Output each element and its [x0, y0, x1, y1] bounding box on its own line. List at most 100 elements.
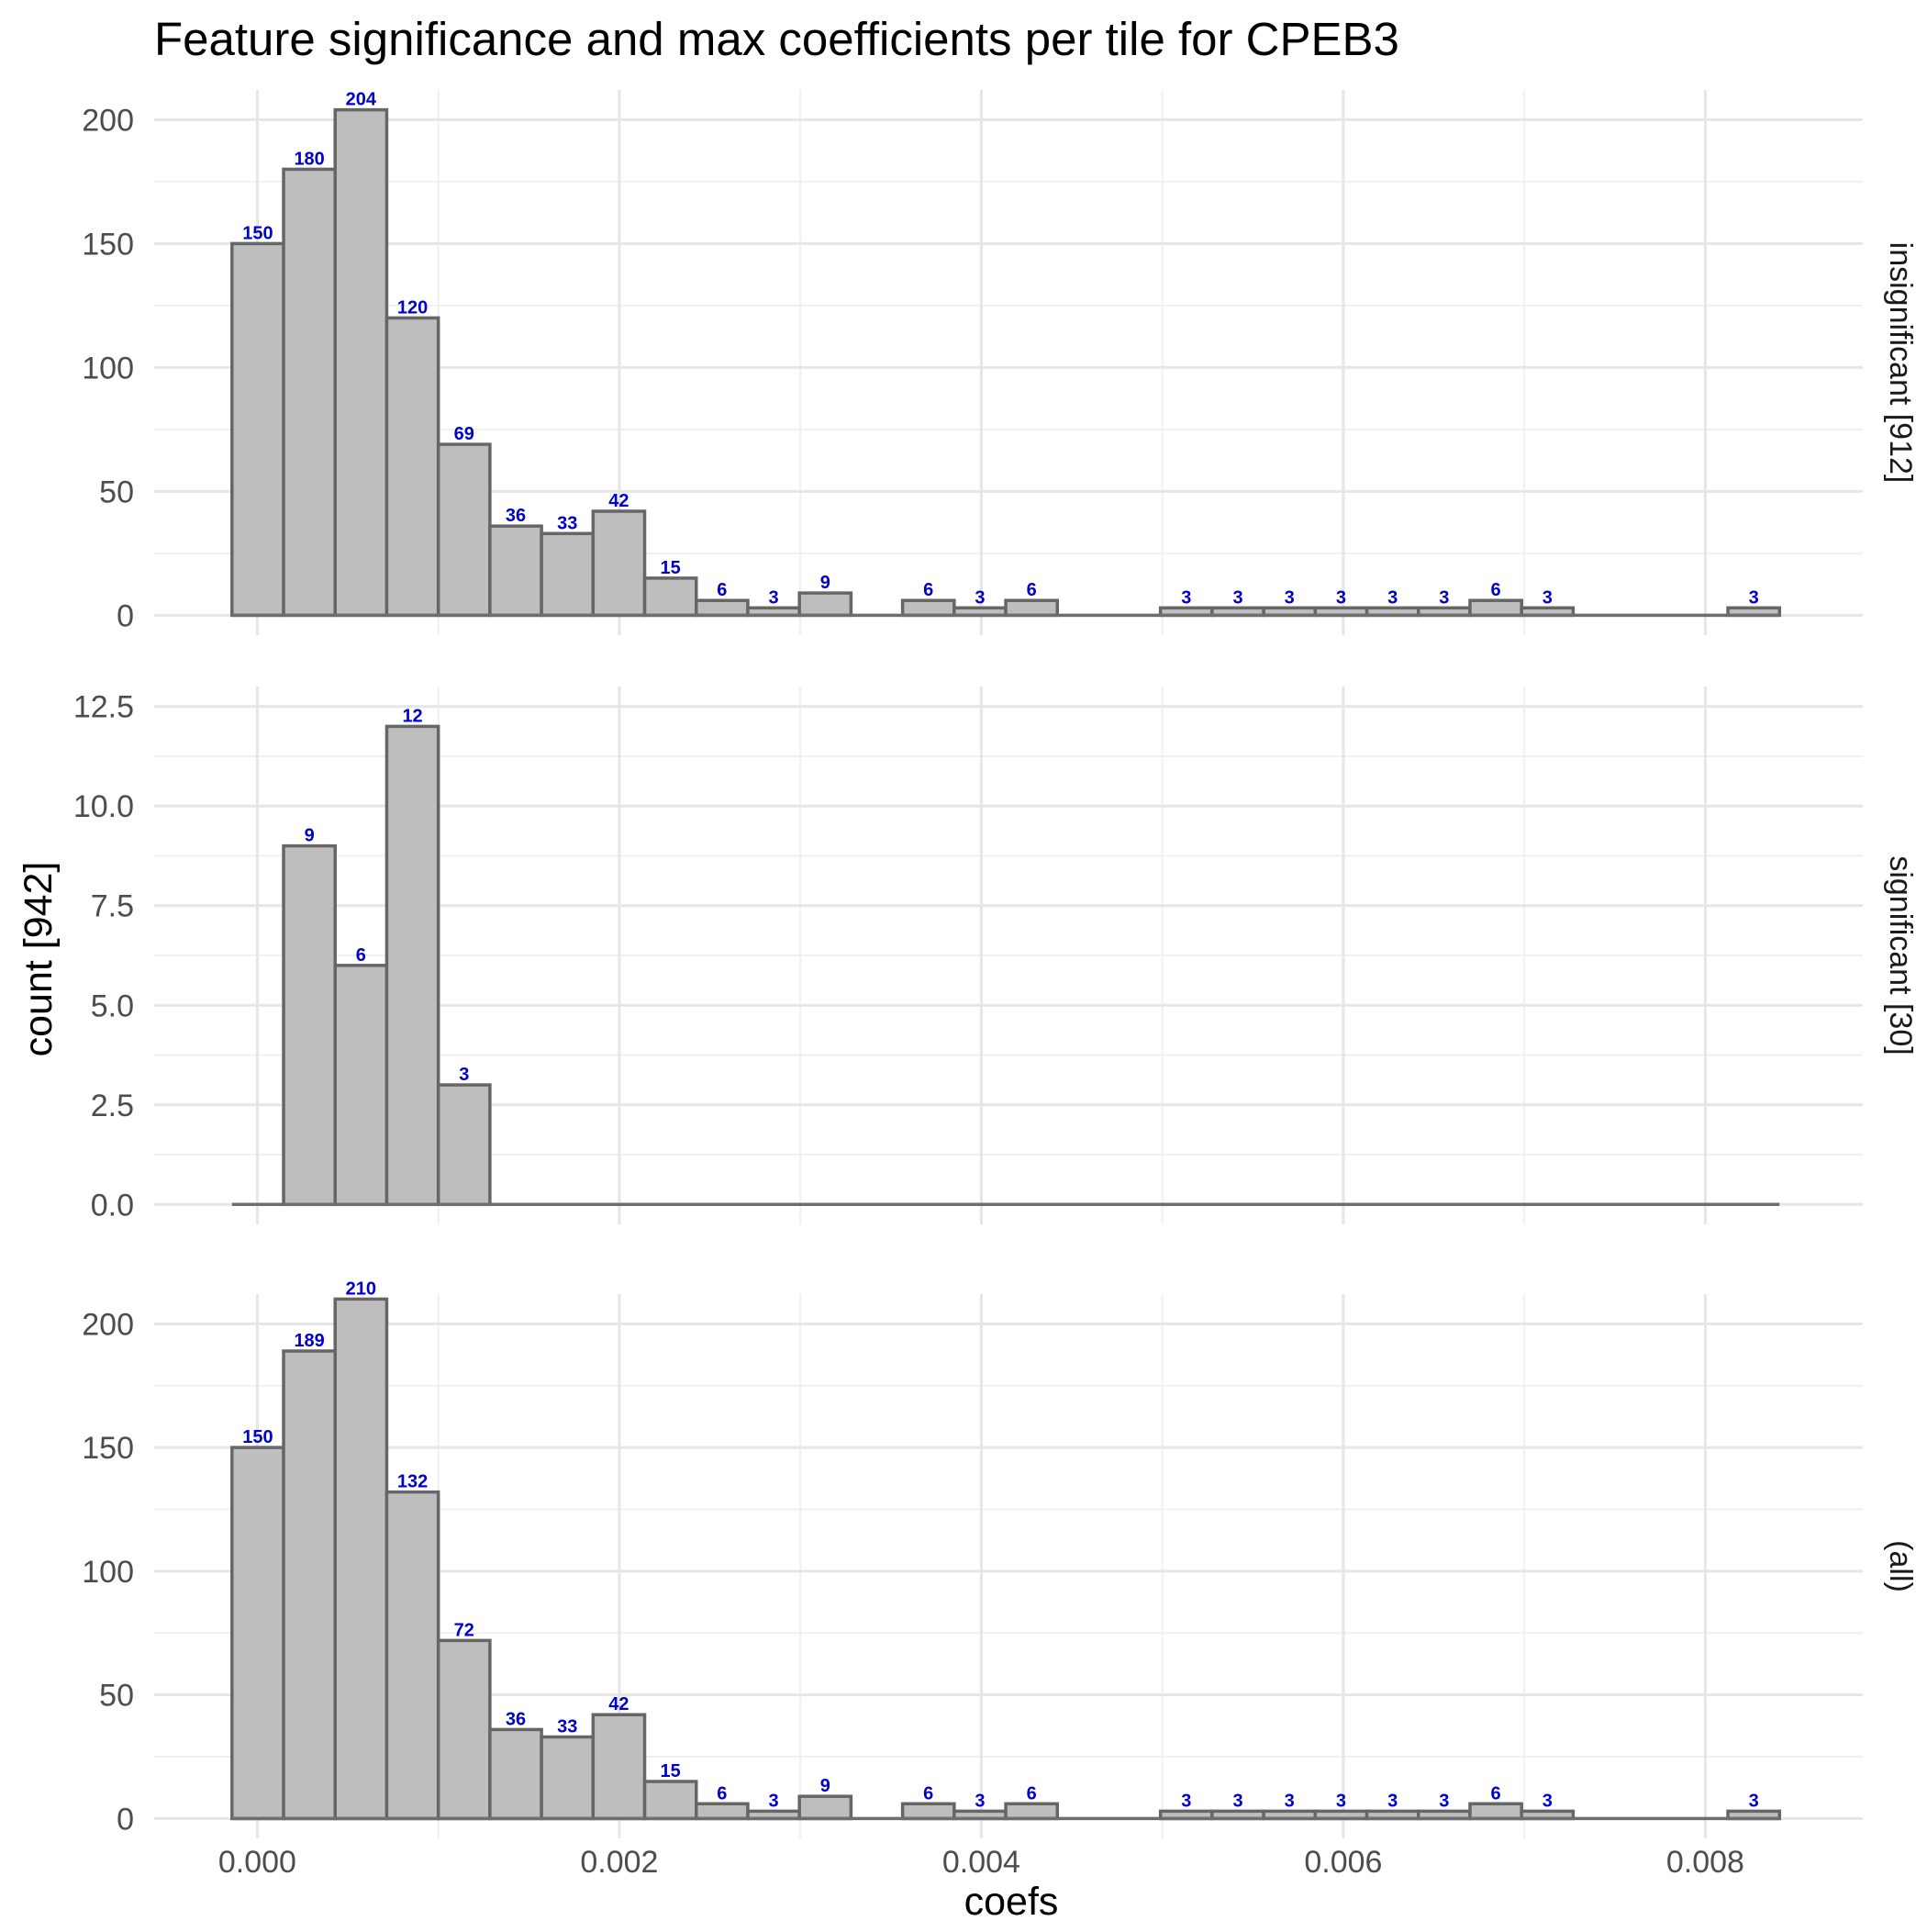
- bar-value-label: 3: [769, 1791, 779, 1811]
- y-tick-label: 2.5: [91, 1089, 134, 1123]
- histogram-bar: [540, 1735, 596, 1821]
- histogram-bar: [797, 591, 853, 618]
- bar-value-label: 120: [397, 297, 428, 318]
- bar-value-label: 132: [397, 1472, 428, 1492]
- histogram-bar: [797, 1794, 853, 1821]
- bar-value-label: 6: [717, 580, 727, 600]
- y-tick-label: 50: [99, 1679, 134, 1714]
- y-tick-label: 10.0: [73, 789, 134, 824]
- bar-value-label: 150: [242, 223, 273, 243]
- histogram-bar: [488, 524, 543, 618]
- bar-value-label: 33: [557, 513, 577, 533]
- bar-value-label: 3: [1181, 1791, 1191, 1811]
- histogram-bar: [1004, 598, 1060, 618]
- bar-value-label: 9: [305, 826, 315, 846]
- histogram-bar: [900, 1802, 956, 1821]
- bar-value-label: 3: [1439, 1791, 1449, 1811]
- x-tick-label: 0.008: [1666, 1845, 1744, 1880]
- bar-value-label: 189: [294, 1331, 324, 1351]
- y-tick-label: 0.0: [91, 1188, 134, 1223]
- facet-strip-label: insignificant [912]: [1883, 242, 1918, 484]
- bar-value-label: 3: [1543, 587, 1553, 608]
- histogram-bar: [436, 1083, 492, 1207]
- bar-value-label: 3: [1336, 587, 1346, 608]
- facet-strip-label: (all): [1883, 1540, 1918, 1592]
- bar-value-label: 204: [346, 90, 377, 110]
- y-tick-label: 12.5: [73, 690, 134, 725]
- bar-value-label: 36: [506, 1709, 526, 1729]
- bar-value-label: 3: [1387, 587, 1398, 608]
- bar-value-label: 36: [506, 506, 526, 526]
- bar-value-label: 3: [1749, 587, 1759, 608]
- bar-value-label: 3: [1543, 1791, 1553, 1811]
- histogram-bar: [540, 531, 596, 618]
- histogram-bar: [230, 1446, 285, 1821]
- bar-value-label: 42: [608, 491, 629, 511]
- bar-value-label: 6: [717, 1783, 727, 1804]
- histogram-bar: [436, 1638, 492, 1821]
- x-tick-label: 0.000: [218, 1845, 296, 1880]
- bar-value-label: 42: [608, 1694, 629, 1714]
- panel-2: 0.0 2.5 5.0 7.5 10.0 12.5 9 6 12 3 significant [30…: [73, 687, 1918, 1224]
- bar-value-label: 69: [454, 424, 474, 444]
- histogram-bar: [282, 1349, 337, 1821]
- histogram-bar: [333, 107, 389, 618]
- bar-value-label: 9: [820, 573, 830, 593]
- x-tick-label: 0.004: [942, 1845, 1020, 1880]
- x-axis-title: coefs: [964, 1880, 1059, 1924]
- bar-value-label: 3: [975, 587, 985, 608]
- histogram-bar: [384, 724, 440, 1207]
- bar-value-label: 72: [454, 1620, 474, 1640]
- bar-value-label: 6: [356, 945, 366, 966]
- y-tick-label: 5.0: [91, 988, 134, 1023]
- y-tick-label: 0: [117, 598, 134, 633]
- bar-value-label: 6: [1027, 1783, 1037, 1804]
- y-tick-label: 150: [82, 1431, 134, 1466]
- histogram-bar: [282, 167, 337, 618]
- histogram-bar: [695, 598, 750, 618]
- histogram-bar: [488, 1727, 543, 1821]
- bar-value-label: 6: [1491, 1783, 1501, 1804]
- histogram-bar: [1004, 1802, 1060, 1821]
- histogram-bar: [695, 1802, 750, 1821]
- bar-value-label: 12: [402, 706, 422, 726]
- histogram-bar: [642, 1780, 698, 1821]
- histogram-bar: [333, 964, 389, 1207]
- bar-value-label: 3: [975, 1791, 985, 1811]
- bar-value-label: 9: [820, 1776, 830, 1796]
- bar-value-label: 3: [1285, 587, 1295, 608]
- histogram-bar: [900, 598, 956, 618]
- bar-value-label: 15: [661, 1761, 681, 1781]
- bar-value-label: 180: [294, 149, 324, 169]
- facet-strip-label: significant [30]: [1883, 855, 1918, 1055]
- bar-value-label: 6: [1027, 580, 1037, 600]
- bar-value-label: 15: [661, 558, 681, 578]
- y-tick-label: 100: [82, 1555, 134, 1590]
- bar-value-label: 3: [1387, 1791, 1398, 1811]
- histogram-bar: [436, 442, 492, 618]
- histogram-bar: [282, 843, 337, 1207]
- histogram-bar: [591, 509, 647, 618]
- histogram-bar: [384, 316, 440, 618]
- x-tick-label: 0.002: [580, 1845, 658, 1880]
- bar-value-label: 33: [557, 1716, 577, 1737]
- bar-value-label: 150: [242, 1427, 273, 1447]
- bar-value-label: 6: [923, 580, 933, 600]
- y-tick-label: 200: [82, 103, 134, 138]
- y-tick-label: 0: [117, 1802, 134, 1837]
- histogram-bar: [333, 1297, 389, 1821]
- bar-value-label: 3: [769, 587, 779, 608]
- histogram-bar: [230, 241, 285, 618]
- bar-value-label: 3: [1181, 587, 1191, 608]
- histogram-bar: [1468, 1802, 1523, 1821]
- bar-value-label: 210: [346, 1279, 376, 1299]
- histogram-bar: [1468, 598, 1523, 618]
- histogram-bar: [642, 576, 698, 618]
- bar-value-label: 3: [1336, 1791, 1346, 1811]
- chart-title: Feature significance and max coefficient…: [154, 13, 1399, 65]
